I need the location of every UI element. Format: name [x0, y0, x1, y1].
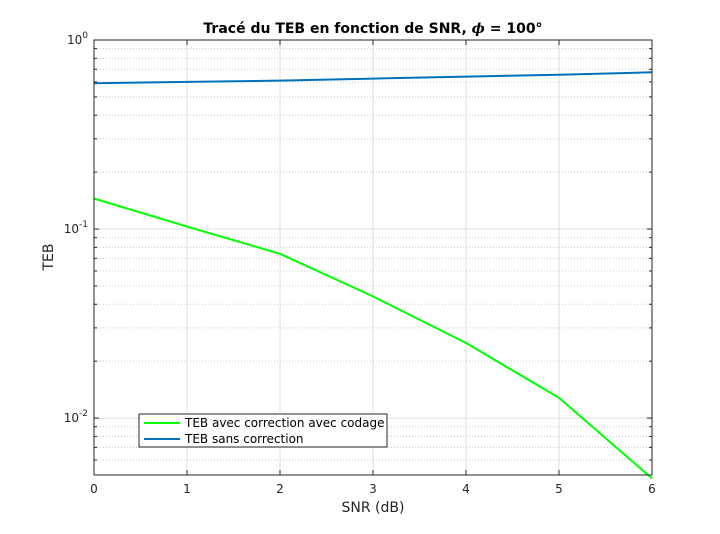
x-tick-label: 0 — [90, 482, 98, 496]
x-tick-label: 5 — [555, 482, 563, 496]
y-tick-label: 100 — [67, 31, 88, 47]
legend-box — [138, 413, 388, 448]
legend-label-0: TEB avec correction avec codage — [184, 416, 384, 430]
series-lines — [93, 71, 653, 480]
series-line-0 — [93, 197, 653, 480]
x-axis-label: SNR (dB) — [342, 500, 405, 516]
legend-label-1: TEB sans correction — [184, 432, 304, 446]
legend: TEB avec correction avec codage TEB sans… — [138, 413, 388, 448]
y-tick-label: 10-1 — [64, 220, 88, 236]
series-line-1 — [93, 71, 653, 85]
y-tick-label: 10-2 — [64, 409, 88, 425]
x-tick-label: 2 — [276, 482, 284, 496]
x-tick-label: 4 — [462, 482, 470, 496]
y-axis-label: TEB — [41, 243, 57, 271]
chart-title: Tracé du TEB en fonction de SNR, ϕ = 100… — [203, 21, 542, 37]
ticks — [93, 39, 653, 475]
tick-labels: 0 1 2 3 4 5 6 10-2 10-1 100 — [64, 31, 656, 496]
x-tick-label: 3 — [369, 482, 377, 496]
x-tick-label: 1 — [183, 482, 191, 496]
x-tick-label: 6 — [648, 482, 656, 496]
title-phi: ϕ — [472, 21, 485, 37]
